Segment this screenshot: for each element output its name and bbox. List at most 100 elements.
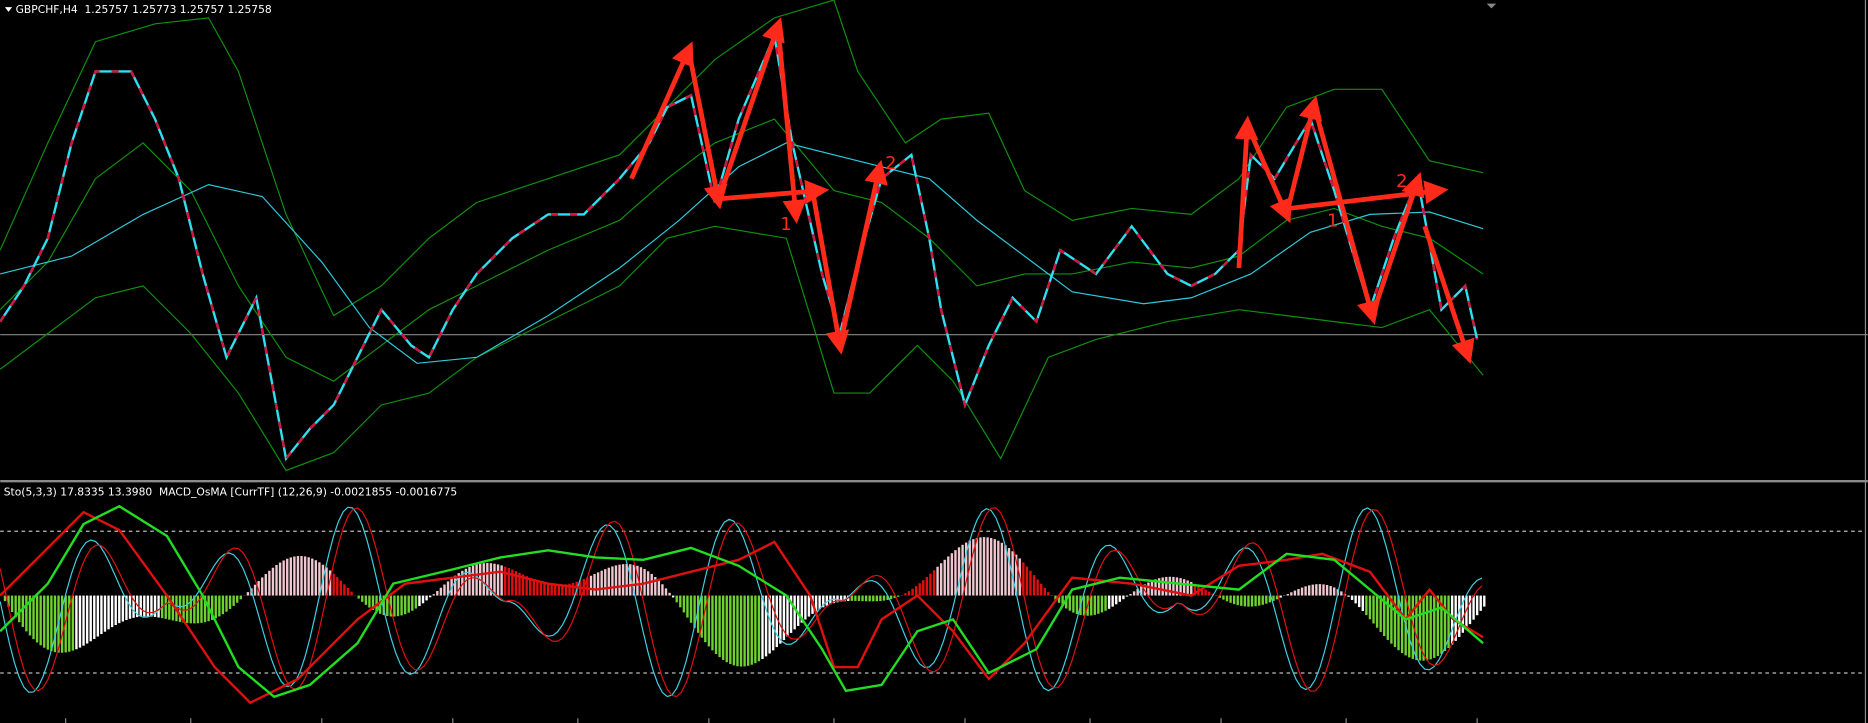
histogram-bar	[296, 556, 300, 596]
histogram-bar	[135, 595, 139, 618]
histogram-bar	[443, 584, 446, 596]
histogram-bar	[1386, 595, 1390, 640]
histogram-bar	[1061, 595, 1064, 606]
histogram-bar	[228, 595, 232, 609]
histogram-bar	[1308, 585, 1311, 596]
histogram-bar	[446, 581, 450, 596]
histogram-bar	[604, 569, 607, 596]
moving-average	[0, 142, 1484, 364]
histogram-bar	[1040, 583, 1043, 596]
histogram-bar	[261, 577, 264, 596]
histogram-bar	[554, 584, 557, 596]
histogram-bar	[764, 595, 768, 657]
histogram-bar	[1225, 595, 1229, 602]
histogram-bar	[114, 595, 117, 626]
histogram-bar	[75, 595, 78, 650]
histogram-bar	[1422, 595, 1425, 661]
histogram-bar	[1240, 595, 1243, 606]
histogram-bar	[922, 580, 925, 596]
histogram-bar	[1393, 595, 1397, 648]
histogram-bar	[504, 566, 507, 596]
histogram-bar	[218, 595, 221, 617]
histogram-bar	[982, 537, 986, 596]
histogram-bar	[489, 563, 493, 596]
histogram-bar	[486, 563, 489, 596]
histogram-bar	[607, 567, 611, 596]
histogram-bar	[861, 595, 864, 602]
histogram-bar	[1043, 587, 1046, 596]
histogram-bar	[78, 595, 82, 648]
histogram-bar	[689, 595, 693, 623]
histogram-bar	[1190, 581, 1193, 596]
histogram-bar	[1268, 595, 1272, 603]
histogram-bar	[46, 595, 50, 650]
histogram-bar	[232, 595, 235, 606]
histogram-bar	[1325, 585, 1329, 596]
histogram-bar	[1329, 586, 1332, 596]
wave-label: 2	[1396, 171, 1407, 192]
histogram-bar	[1075, 595, 1079, 615]
histogram-bar	[757, 595, 761, 662]
histogram-bar	[954, 550, 957, 596]
histogram-bar	[468, 566, 471, 596]
histogram-bar	[932, 570, 936, 596]
histogram-bar	[143, 595, 146, 617]
histogram-bar	[339, 580, 343, 596]
histogram-bar	[714, 595, 718, 654]
histogram-bar	[1436, 595, 1440, 657]
histogram-bar	[864, 595, 868, 602]
histogram-bar	[779, 595, 782, 644]
histogram-bar	[221, 595, 225, 615]
arrow	[1370, 172, 1425, 317]
arrow	[810, 190, 850, 355]
histogram-bar	[314, 560, 318, 596]
histogram-bar	[571, 582, 575, 596]
histogram-bar	[907, 591, 911, 596]
histogram-bar	[732, 595, 736, 666]
collapse-icon[interactable]	[4, 7, 13, 12]
histogram-bar	[278, 562, 282, 596]
histogram-bar	[1458, 595, 1461, 637]
histogram-bar	[1232, 595, 1236, 605]
histogram-bar	[1433, 595, 1436, 658]
histogram-bar	[453, 575, 457, 596]
histogram-bar	[975, 538, 979, 596]
histogram-bar	[350, 591, 353, 596]
histogram-bar	[200, 595, 203, 623]
histogram-bar	[586, 577, 589, 596]
histogram-bar	[139, 595, 142, 617]
histogram-bar	[621, 564, 625, 596]
histogram-bar	[400, 595, 403, 616]
histogram-bar	[246, 592, 250, 596]
histogram-bar	[1200, 587, 1204, 596]
histogram-bar	[1147, 582, 1150, 596]
histogram-bar	[1372, 595, 1375, 624]
time-ticks	[65, 718, 1478, 723]
histogram-bar	[1293, 590, 1297, 596]
histogram-bar	[1179, 578, 1182, 596]
histogram-bar	[28, 595, 32, 636]
histogram-bar	[668, 592, 671, 596]
histogram-bar	[507, 567, 510, 596]
histogram-bar	[85, 595, 89, 644]
histogram-bar	[336, 577, 339, 596]
histogram-bar	[797, 595, 800, 626]
symbol-info: GBPCHF,H4 1.25757 1.25773 1.25757 1.2575…	[16, 3, 272, 16]
histogram-bar	[182, 595, 185, 623]
histogram-bar	[947, 556, 950, 596]
histogram-bar	[836, 595, 839, 603]
histogram-bar	[1000, 542, 1004, 596]
histogram-bar	[150, 595, 153, 617]
histogram-bar	[93, 595, 96, 639]
histogram-bar	[650, 573, 653, 596]
histogram-bar	[1286, 594, 1289, 596]
histogram-bar	[1125, 595, 1129, 597]
histogram-bar	[357, 595, 360, 599]
histogram-bar	[854, 595, 857, 601]
shift-marker	[1486, 3, 1497, 9]
histogram-bar	[1175, 577, 1179, 596]
histogram-bar	[514, 571, 518, 596]
histogram-bar	[1054, 595, 1057, 600]
histogram-bar	[943, 559, 946, 596]
